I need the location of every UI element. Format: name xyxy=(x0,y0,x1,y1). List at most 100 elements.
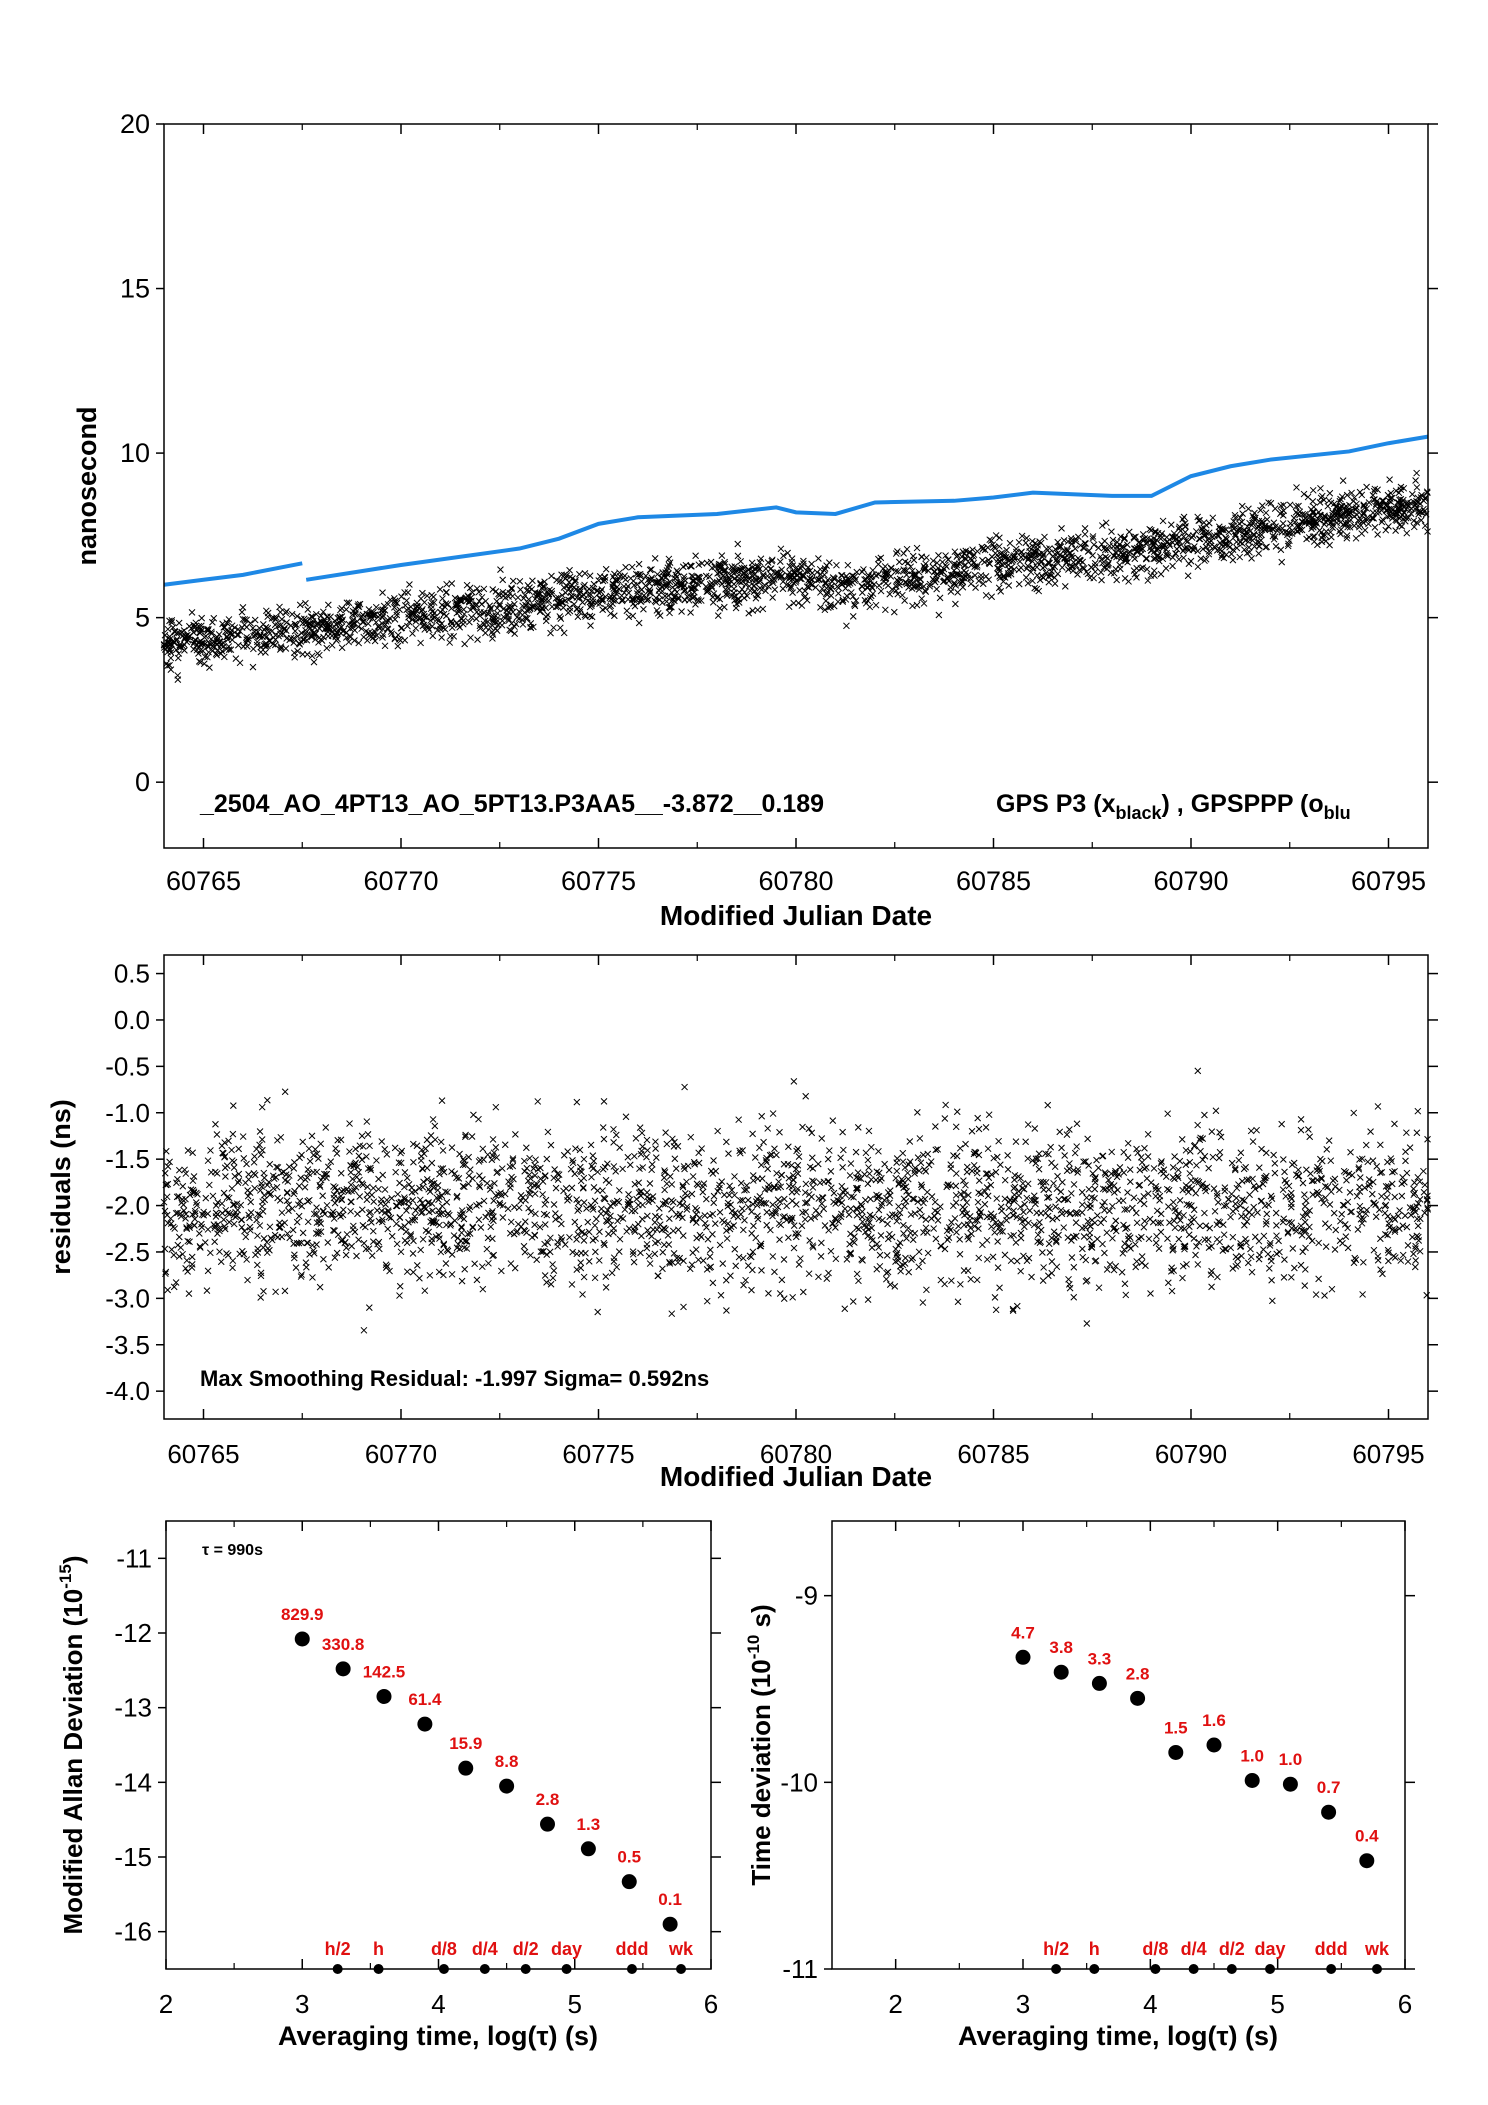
data-point-x xyxy=(776,558,784,566)
data-point-x xyxy=(1351,494,1358,502)
data-point-x xyxy=(482,597,489,605)
data-point-x xyxy=(424,624,432,632)
data-point-x xyxy=(407,603,415,611)
data-point-x xyxy=(611,570,618,578)
data-point-x xyxy=(762,565,770,573)
data-point-x xyxy=(1081,525,1089,532)
data-point-x xyxy=(168,618,176,626)
data-point-x xyxy=(1135,538,1143,546)
data-point-x xyxy=(220,653,228,661)
data-point-x xyxy=(1258,531,1265,539)
data-point-x xyxy=(995,584,1003,592)
data-point-x xyxy=(1125,528,1133,536)
data-point-x xyxy=(457,595,464,603)
data-point-x xyxy=(635,560,643,568)
data-point-x xyxy=(629,612,637,620)
data-point-x xyxy=(1190,543,1198,550)
data-point-x xyxy=(785,581,793,589)
data-point-x xyxy=(1169,533,1176,540)
data-point-x xyxy=(522,614,529,622)
data-point-x xyxy=(1321,531,1329,539)
data-point-x xyxy=(1388,494,1396,502)
x-tick-label: 60785 xyxy=(956,866,1031,896)
data-point-x xyxy=(764,559,772,566)
data-point-x xyxy=(548,572,555,580)
y-tick-label: 15 xyxy=(120,274,150,304)
data-point-x xyxy=(1326,489,1334,497)
data-point-x xyxy=(933,585,940,593)
data-point-x xyxy=(756,584,764,592)
data-point-x xyxy=(827,592,835,599)
data-point-x xyxy=(489,586,497,593)
data-point-x xyxy=(1258,502,1266,509)
data-point-x xyxy=(1319,532,1327,539)
data-point-x xyxy=(689,594,697,602)
data-point-x xyxy=(632,570,640,578)
data-point-x xyxy=(1089,535,1097,542)
data-point-x xyxy=(1309,533,1317,541)
data-point-x xyxy=(1121,550,1129,557)
data-point-x xyxy=(1384,491,1392,499)
data-point-x xyxy=(913,544,921,552)
data-point-x xyxy=(1356,488,1364,496)
data-point-x xyxy=(1343,491,1351,499)
data-point-x xyxy=(1108,528,1115,535)
gps-p3-points xyxy=(160,469,1431,683)
data-point-x xyxy=(1061,583,1069,590)
data-point-x xyxy=(564,609,572,617)
data-point-x xyxy=(1075,533,1082,541)
data-point-x xyxy=(574,613,582,621)
data-point-x xyxy=(803,583,811,591)
data-point-x xyxy=(1169,562,1176,570)
data-point-x xyxy=(903,545,911,553)
data-point-x xyxy=(1209,514,1217,522)
data-point-x xyxy=(291,620,299,628)
data-point-x xyxy=(1143,555,1150,562)
data-point-x xyxy=(523,615,531,622)
data-point-x xyxy=(429,632,437,640)
data-point-x xyxy=(294,632,301,640)
data-point-x xyxy=(447,632,454,640)
data-point-x xyxy=(1117,533,1125,541)
data-point-x xyxy=(936,594,944,602)
x-tick-label: 60765 xyxy=(166,866,241,896)
time-difference-chart: 60765 60770 60775 60780 60785 60790 60795 0510… xyxy=(72,109,1438,931)
data-point-x xyxy=(393,611,401,619)
data-point-x xyxy=(1218,553,1225,561)
y-tick-label: 20 xyxy=(120,109,150,139)
data-point-x xyxy=(1003,546,1010,554)
data-point-x xyxy=(251,616,259,624)
data-point-x xyxy=(343,599,351,607)
data-point-x xyxy=(780,552,787,560)
data-point-x xyxy=(1068,554,1076,562)
data-point-x xyxy=(241,616,249,623)
data-point-x xyxy=(557,615,565,623)
data-point-x xyxy=(789,562,797,570)
data-point-x xyxy=(843,622,850,630)
data-point-x xyxy=(1231,511,1239,519)
data-point-x xyxy=(1174,538,1182,546)
data-point-x xyxy=(1370,487,1378,495)
y-tick-label: 10 xyxy=(120,438,150,468)
data-point-x xyxy=(967,575,974,582)
data-point-x xyxy=(487,604,495,612)
data-point-x xyxy=(1018,532,1026,540)
data-point-x xyxy=(1423,488,1431,496)
data-point-x xyxy=(323,644,331,652)
data-point-x xyxy=(1000,551,1008,559)
data-point-x xyxy=(436,586,444,593)
data-point-x xyxy=(427,605,435,613)
data-point-x xyxy=(397,624,405,632)
data-point-x xyxy=(1245,505,1252,513)
data-point-x xyxy=(273,614,280,622)
chart-annotation: _2504_AO_4PT13_AO_5PT13.P3AA5__-3.872__0… xyxy=(199,790,824,818)
data-point-x xyxy=(1350,522,1358,530)
data-point-x xyxy=(423,592,431,600)
data-point-x xyxy=(1263,543,1270,551)
data-point-x xyxy=(849,612,857,620)
data-point-x xyxy=(1298,526,1306,534)
data-point-x xyxy=(959,583,967,591)
data-point-x xyxy=(499,576,507,584)
data-point-x xyxy=(456,623,464,631)
